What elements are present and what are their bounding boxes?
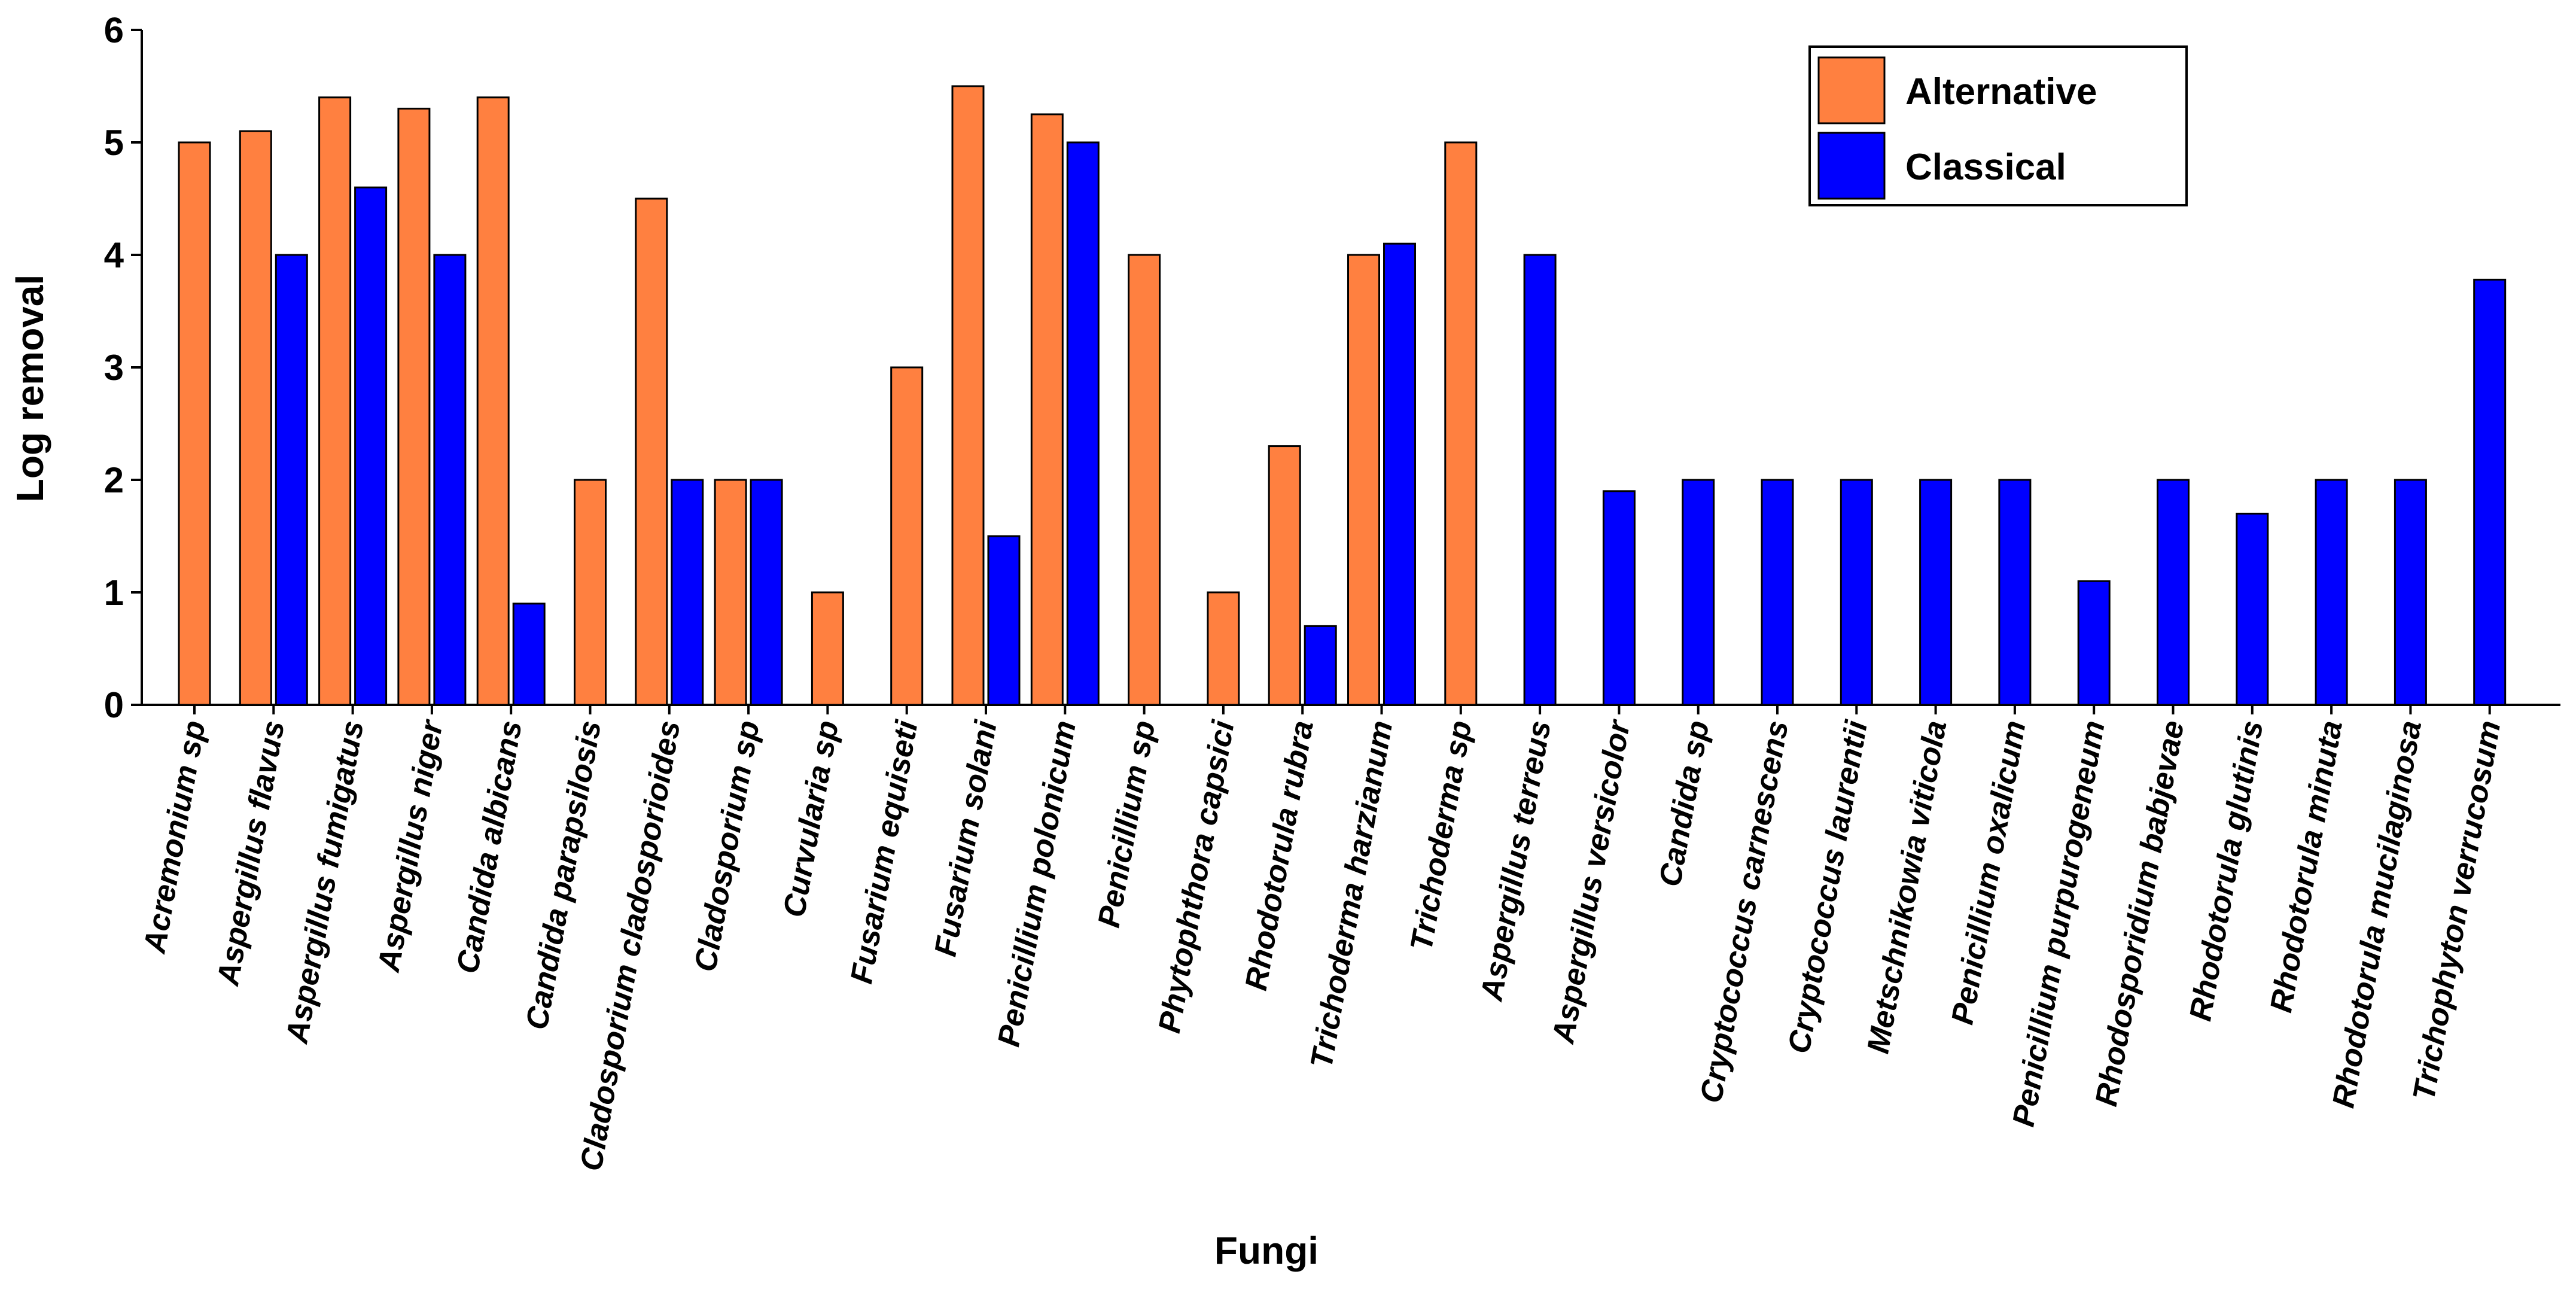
x-tick-label: Metschnikowia viticola: [1861, 718, 1953, 1056]
x-tick-label: Rhodotorula rubra: [1239, 718, 1320, 993]
bar-classical: [1682, 479, 1715, 706]
bar-alternative: [811, 591, 844, 706]
x-tick-label: Fusarium equiseti: [844, 717, 925, 986]
bar-classical: [1523, 254, 1557, 706]
bar-classical: [1840, 479, 1873, 706]
bar-classical: [275, 254, 308, 706]
y-tick-label: 5: [104, 123, 124, 163]
bars: [178, 85, 2507, 706]
y-tick-label: 0: [104, 685, 124, 725]
bar-alternative: [1030, 113, 1064, 706]
bar-alternative: [318, 96, 352, 706]
x-tick-label: Trichoderma harzianum: [1304, 718, 1399, 1071]
bar-alternative: [1207, 591, 1240, 706]
y-axis-title: Log removal: [8, 275, 51, 503]
bar-alternative: [476, 96, 510, 706]
bar-classical: [1602, 490, 1636, 706]
bar-classical: [433, 254, 467, 706]
legend: Alternative Classical: [1808, 45, 2188, 206]
x-tick-label: Phytophthora capsici: [1152, 717, 1241, 1035]
bar-classical: [2315, 479, 2348, 706]
bar-alternative: [239, 130, 272, 706]
x-tick-label: Rhodosporidium babjevae: [2089, 718, 2191, 1109]
x-tick-label: Candida parapsilosis: [519, 718, 608, 1032]
x-axis-title: Fungi: [1214, 1229, 1319, 1272]
y-tick-label: 1: [104, 573, 124, 613]
bar-classical: [2394, 479, 2427, 706]
bar-classical: [2236, 512, 2269, 706]
x-tick-label: Aspergillus flavus: [211, 718, 291, 989]
bar-classical: [987, 535, 1021, 706]
bar-classical: [1383, 242, 1416, 706]
x-tick-label: Acremonium sp: [137, 718, 212, 957]
x-tick-label: Cryptococcus carnescens: [1694, 718, 1795, 1106]
bar-classical: [1919, 479, 1953, 706]
bar-classical: [750, 479, 783, 706]
bar-classical: [1066, 141, 1100, 706]
x-tick-label: Rhodotorula glutinis: [2183, 718, 2270, 1024]
bar-alternative: [1128, 254, 1161, 706]
x-tick-label: Aspergillus versicolor: [1546, 716, 1637, 1047]
legend-label-alternative: Alternative: [1905, 71, 2097, 112]
bar-classical: [354, 186, 388, 706]
bar-classical: [512, 603, 546, 706]
bar-alternative: [1444, 141, 1478, 706]
bar-alternative: [635, 197, 668, 706]
x-tick-label: Fusarium solani: [928, 717, 1004, 959]
y-tick-label: 4: [104, 235, 124, 275]
x-tick-label: Cryptococcus laurentii: [1782, 717, 1874, 1056]
bar-classical: [1304, 625, 1337, 706]
x-tick-label: Trichoderma sp: [1404, 718, 1479, 953]
legend-swatch-alternative: [1817, 56, 1886, 124]
bar-alternative: [714, 479, 747, 706]
bar-alternative: [1268, 445, 1301, 706]
x-tick-label: Trichophyton verrucosum: [2407, 718, 2508, 1103]
bar-classical: [671, 479, 704, 706]
bar-classical: [2157, 479, 2190, 706]
bar-alternative: [890, 366, 924, 706]
bar-alternative: [1347, 254, 1380, 706]
bar-classical: [1761, 479, 1794, 706]
bar-classical: [2473, 278, 2507, 706]
x-tick-label: Candida sp: [1653, 718, 1716, 889]
bar-classical: [1998, 479, 2032, 706]
x-tick-label: Aspergillus fumigatus: [279, 718, 370, 1047]
bar-alternative: [574, 479, 607, 706]
y-tick-label: 3: [104, 348, 124, 388]
y-tick-label: 6: [104, 10, 124, 50]
x-tick-label: Penicillium sp: [1092, 718, 1162, 930]
bar-alternative: [178, 141, 211, 706]
y-tick-label: 2: [104, 460, 124, 500]
bar-alternative: [951, 85, 985, 706]
x-tick-label: Rhodotorula mucilaginosa: [2326, 718, 2428, 1111]
bar-classical: [2077, 580, 2111, 706]
x-tick-label: Penicillium polonicum: [991, 718, 1083, 1049]
x-tick-label: Aspergillus terreus: [1474, 718, 1558, 1005]
x-tick-label: Aspergillus niger: [371, 716, 450, 975]
x-tick-label: Cladosporium sp: [688, 718, 766, 974]
x-tick-label: Candida albicans: [450, 718, 529, 976]
x-tick-label: Curvularia sp: [777, 718, 845, 920]
bar-alternative: [397, 108, 431, 706]
x-tick-label: Rhodotorula minuta: [2264, 718, 2349, 1015]
x-tick-label: Penicillium oxalicum: [1945, 718, 2032, 1027]
legend-swatch-classical: [1817, 132, 1886, 200]
legend-label-classical: Classical: [1905, 147, 2066, 188]
